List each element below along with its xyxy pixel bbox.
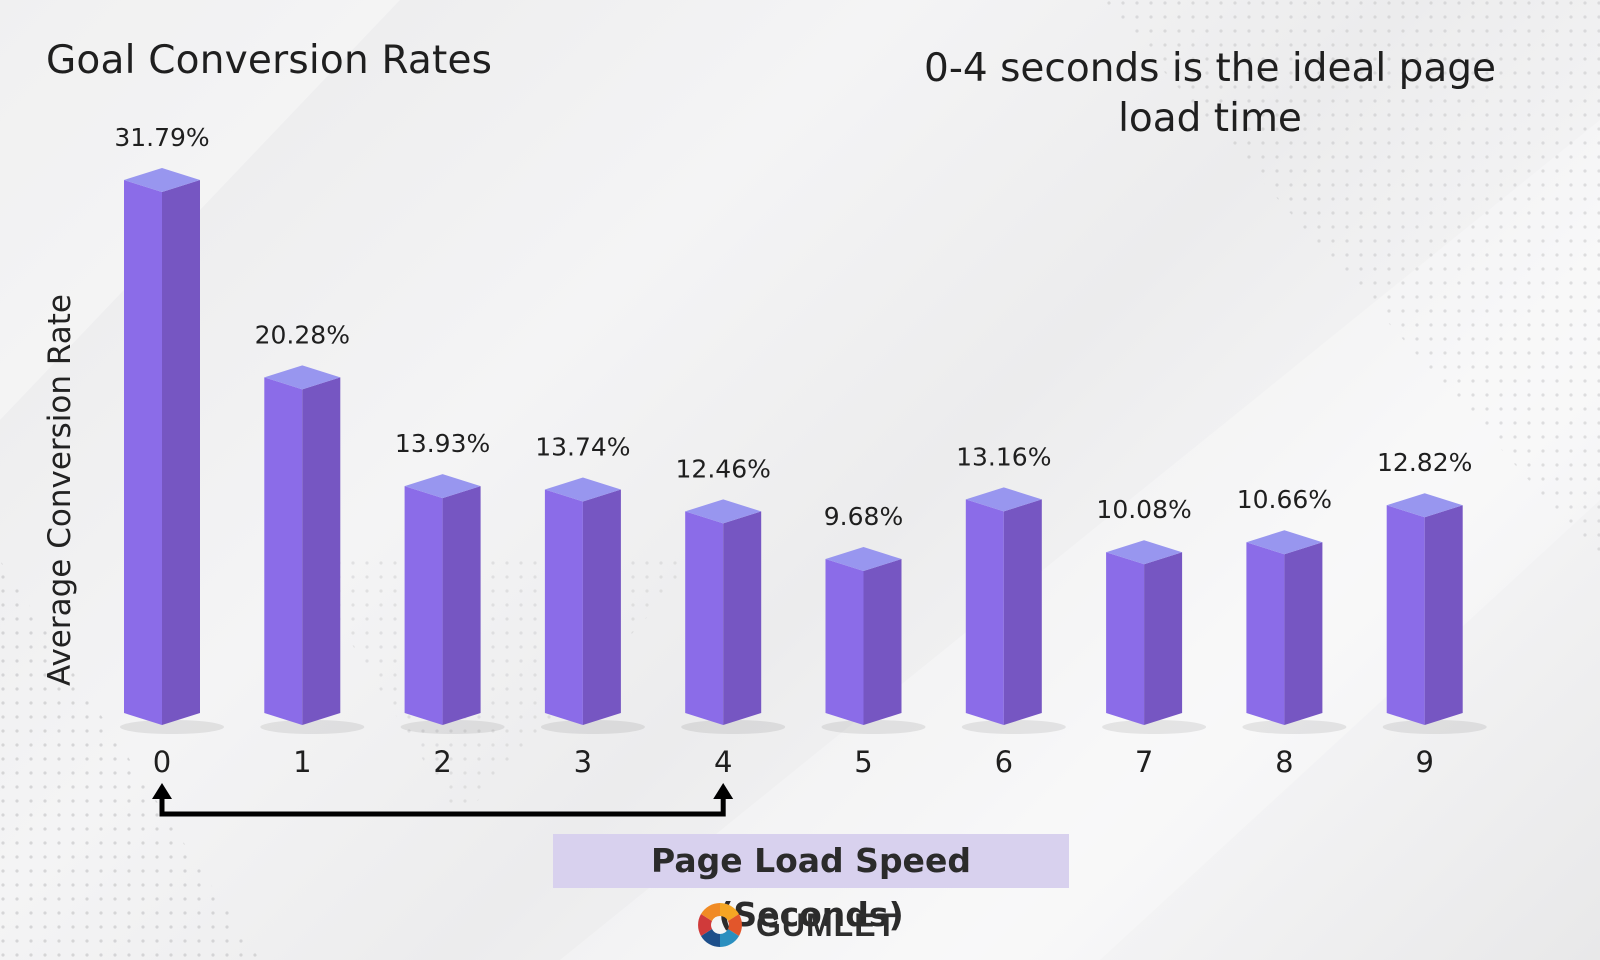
bar-top (965, 487, 1042, 512)
bar-side (863, 559, 902, 725)
bar-shadow (821, 720, 926, 734)
bar-top (264, 365, 341, 390)
bar (685, 511, 724, 725)
bar (544, 489, 583, 725)
bar-top (404, 474, 481, 499)
x-axis-label: Page Load Speed (Seconds) (553, 834, 1069, 934)
bar (825, 559, 864, 725)
bar (965, 499, 1004, 725)
bar-shadow (1382, 720, 1487, 734)
bar-side (442, 486, 481, 725)
data-label: 31.79% (114, 123, 209, 152)
bar (1246, 542, 1285, 725)
bar-top (124, 168, 200, 192)
brand-logo: GUMLET (696, 900, 897, 950)
bar-shadow (1242, 720, 1347, 734)
gumlet-logo-icon (698, 903, 742, 947)
data-label: 13.16% (956, 442, 1051, 471)
data-label: 20.28% (255, 320, 350, 349)
bar-shadow (1102, 720, 1207, 734)
data-label: 9.68% (824, 502, 903, 531)
bar (404, 486, 443, 725)
bar (1106, 552, 1145, 725)
x-tick-label: 4 (714, 745, 732, 779)
bar-top (1246, 530, 1323, 555)
bar-side (1003, 499, 1042, 725)
bar-side (1144, 552, 1183, 725)
bar-shadow (540, 720, 645, 734)
bar-side (162, 180, 200, 725)
bar-shadow (120, 720, 224, 734)
bar-top (544, 477, 621, 502)
bar-side (723, 511, 762, 725)
x-tick-label: 1 (293, 745, 311, 779)
ideal-time-note: 0-4 seconds is the ideal page load time (924, 46, 1496, 141)
x-tick-label: 9 (1415, 745, 1433, 779)
bg-light-band (560, 120, 1600, 960)
bar-shadow (681, 720, 786, 734)
brand-name: GUMLET (756, 906, 898, 943)
bar-shadow (260, 720, 365, 734)
bar-side (302, 377, 341, 725)
range-bracket-line (159, 795, 726, 817)
data-label: 12.82% (1377, 448, 1472, 477)
x-tick-label: 2 (433, 745, 451, 779)
x-tick-label: 0 (153, 745, 171, 779)
bar-side (1284, 542, 1323, 725)
bg-dot-pattern (1100, 0, 1600, 560)
data-label: 10.08% (1096, 495, 1191, 524)
bar (124, 180, 162, 725)
data-label: 10.66% (1237, 485, 1332, 514)
bar-top (1386, 493, 1463, 518)
bar-top (825, 547, 902, 572)
bar-shadow (961, 720, 1066, 734)
x-tick-label: 6 (995, 745, 1013, 779)
data-label: 13.74% (535, 432, 630, 461)
bar (1386, 505, 1425, 725)
x-tick-label: 5 (854, 745, 872, 779)
bg-dot-pattern (0, 560, 260, 960)
range-arrowhead (713, 783, 734, 799)
bar-top (685, 499, 762, 524)
x-tick-label: 8 (1275, 745, 1293, 779)
data-label: 13.93% (395, 429, 490, 458)
chart-title: Goal Conversion Rates (46, 38, 493, 83)
bar-shadow (400, 720, 505, 734)
x-tick-label: 7 (1135, 745, 1153, 779)
bar-top (1106, 540, 1183, 565)
bar-side (1424, 505, 1463, 725)
range-arrowhead (152, 783, 172, 799)
data-label: 12.46% (676, 454, 771, 483)
bar-side (582, 489, 621, 725)
x-tick-label: 3 (574, 745, 592, 779)
bar (264, 377, 303, 725)
